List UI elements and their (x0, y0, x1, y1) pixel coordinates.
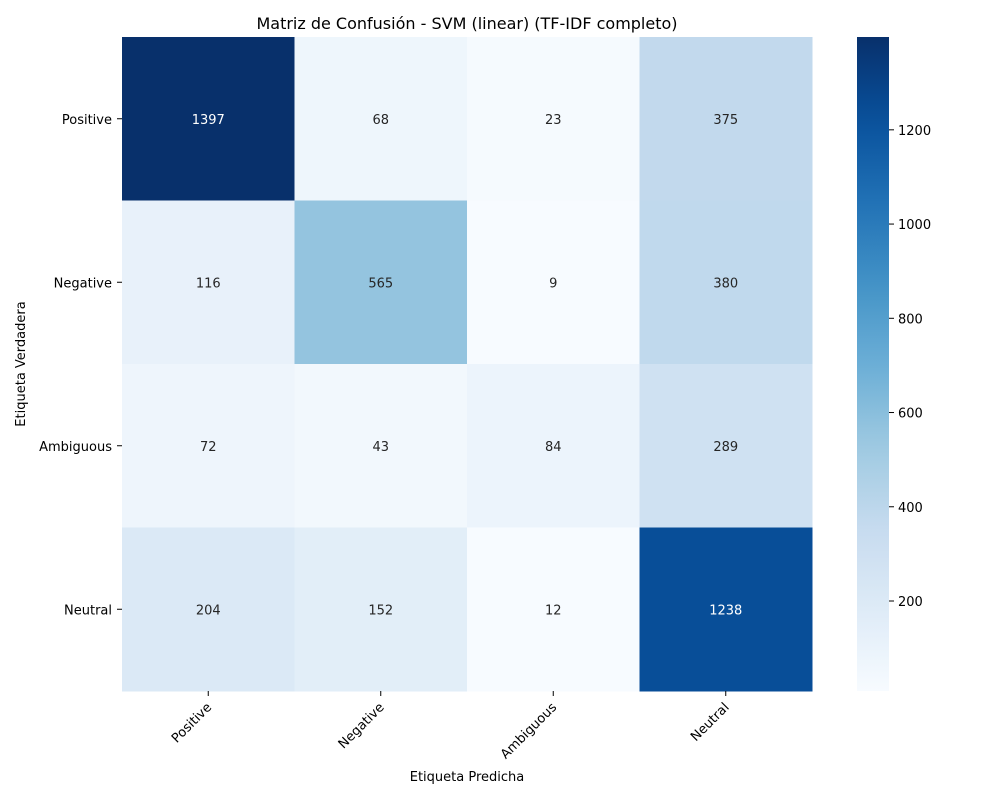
heatmap-cell (467, 527, 640, 692)
cell-value-label: 152 (368, 603, 393, 618)
colorbar-gradient (857, 37, 889, 691)
heatmap-cell (467, 364, 640, 528)
heatmap-cell (294, 37, 468, 201)
colorbar-tick-label: 400 (898, 501, 923, 516)
colorbar-tick-label: 200 (898, 595, 923, 610)
colorbar-tick-label: 1000 (898, 218, 931, 233)
heatmap-cell-labels: 1397 68 23 375 116 565 9 380 72 43 84 289 204 152 12 12… (192, 113, 743, 619)
heatmap-cell (294, 527, 468, 692)
colorbar-tick-label: 800 (898, 312, 923, 327)
x-axis-label: Etiqueta Predicha (410, 770, 525, 785)
heatmap-cell (639, 200, 813, 365)
cell-value-label: 204 (196, 603, 221, 618)
cell-value-label: 72 (200, 440, 217, 455)
x-axis: Positive Negative Ambiguous Neutral (169, 691, 733, 762)
heatmap-cell (294, 200, 468, 365)
cell-value-label: 565 (368, 276, 393, 291)
cell-value-label: 380 (713, 276, 738, 291)
chart-title: Matriz de Confusión - SVM (linear) (TF-I… (256, 14, 677, 33)
colorbar-tick-label: 1200 (898, 124, 931, 139)
cell-value-label: 375 (713, 113, 738, 128)
y-tick-label: Positive (62, 113, 112, 128)
heatmap-cell (639, 527, 813, 692)
cell-value-label: 68 (372, 113, 389, 128)
cell-value-label: 116 (196, 276, 221, 291)
heatmap-cell (294, 364, 468, 528)
heatmap-cell (639, 364, 813, 528)
x-tick-label: Ambiguous (498, 700, 560, 762)
heatmap-cell (122, 37, 295, 201)
cell-value-label: 84 (545, 440, 562, 455)
cell-value-label: 9 (549, 276, 557, 291)
colorbar: 200 400 600 800 1000 1200 (857, 37, 931, 691)
y-axis: Positive Negative Ambiguous Neutral (39, 113, 122, 618)
cell-value-label: 1397 (192, 113, 225, 128)
cell-value-label: 23 (545, 113, 562, 128)
x-tick-label: Neutral (688, 700, 733, 745)
colorbar-tick-label: 600 (898, 407, 923, 422)
heatmap-cells (122, 37, 813, 692)
y-tick-label: Neutral (64, 603, 112, 618)
cell-value-label: 1238 (709, 603, 742, 618)
y-tick-label: Ambiguous (39, 440, 112, 455)
cell-value-label: 43 (372, 440, 389, 455)
heatmap-cell (122, 364, 295, 528)
cell-value-label: 12 (545, 603, 562, 618)
heatmap-cell (122, 200, 295, 365)
y-tick-label: Negative (54, 276, 112, 291)
heatmap-cell (467, 200, 640, 365)
x-tick-label: Negative (336, 700, 388, 752)
y-axis-label: Etiqueta Verdadera (14, 301, 29, 426)
heatmap-cell (639, 37, 813, 201)
heatmap-cell (467, 37, 640, 201)
x-tick-label: Positive (169, 700, 215, 746)
heatmap-cell (122, 527, 295, 692)
cell-value-label: 289 (713, 440, 738, 455)
